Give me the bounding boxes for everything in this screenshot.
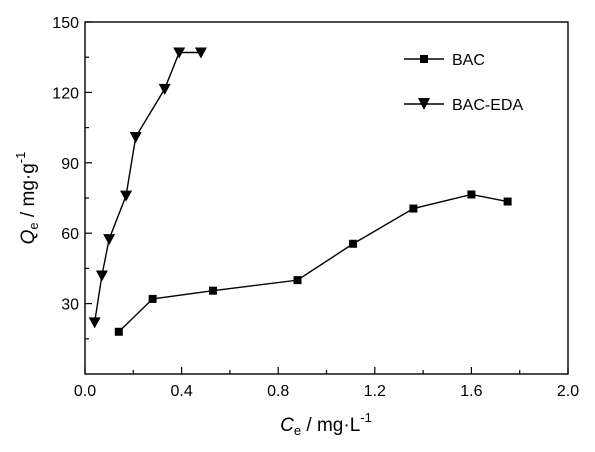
y-tick-label: 150	[52, 15, 79, 32]
legend-marker-bac	[420, 55, 428, 63]
x-tick-label: 1.6	[460, 383, 482, 400]
data-point-bac	[467, 190, 476, 199]
y-tick-label: 120	[52, 85, 79, 102]
series-line-bac-eda	[93, 51, 201, 323]
data-point-bac-eda	[88, 317, 101, 329]
data-point-bac	[114, 327, 123, 336]
data-point-bac	[349, 239, 358, 248]
data-point-bac-eda	[120, 190, 133, 202]
x-axis-label-subscript: e	[294, 423, 301, 438]
x-tick-label: 0.4	[170, 383, 192, 400]
data-point-bac	[148, 294, 157, 303]
x-tick-label: 2.0	[557, 383, 579, 400]
y-axis-label-symbol: Q	[18, 229, 39, 244]
data-point-bac-eda	[129, 131, 142, 143]
y-axis-label-superscript: -1	[13, 152, 28, 164]
data-point-bac-eda	[194, 47, 207, 59]
y-axis-label-subscript: e	[26, 222, 41, 229]
data-point-bac-eda	[158, 83, 171, 95]
y-axis-label-unit: / mg·g	[18, 163, 39, 222]
series-points	[88, 47, 512, 336]
legend-label-bac-eda: BAC-EDA	[452, 97, 523, 114]
data-point-bac	[503, 197, 512, 206]
data-point-bac	[208, 286, 217, 295]
data-point-bac-eda	[103, 234, 116, 246]
legend-item-bac: BAC	[404, 52, 485, 69]
x-tick-label: 0.8	[267, 383, 289, 400]
axis-tick-labels: 0.0 0.4 0.8 1.2 1.6 2.0 30 60 90 120 150	[52, 15, 579, 400]
legend-item-bac-eda: BAC-EDA	[404, 97, 523, 114]
legend-label-bac: BAC	[452, 52, 485, 69]
legend-marker-bac-eda	[418, 98, 430, 110]
data-point-bac	[293, 276, 302, 285]
data-point-bac	[409, 204, 418, 213]
x-tick-label: 1.2	[364, 383, 386, 400]
y-tick-label: 60	[61, 226, 79, 243]
x-axis-label: Ce / mg·L-1	[280, 410, 372, 438]
series-line-bac	[118, 193, 508, 333]
data-point-bac-eda	[173, 47, 186, 59]
x-tick-label: 0.0	[74, 383, 96, 400]
y-axis-label: Qe / mg·g-1	[13, 152, 41, 245]
y-tick-label: 30	[61, 297, 79, 314]
y-tick-label: 90	[61, 156, 79, 173]
data-point-bac-eda	[95, 270, 108, 282]
plot-frame	[84, 21, 569, 375]
axis-ticks	[84, 21, 569, 374]
x-axis-label-unit: / mg·L	[301, 415, 360, 436]
x-axis-label-symbol: C	[280, 415, 294, 436]
x-axis-label-superscript: -1	[360, 410, 372, 425]
legend: BAC BAC-EDA	[404, 52, 523, 114]
series-lines	[93, 51, 508, 333]
